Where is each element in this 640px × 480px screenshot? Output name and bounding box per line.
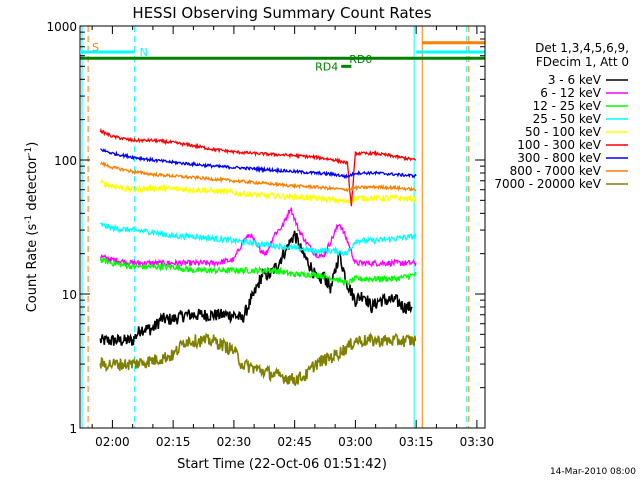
series-line-25-50-kev <box>100 222 417 257</box>
series-line-800-7000-kev <box>100 161 417 193</box>
series-line-50-100-kev <box>99 178 417 205</box>
x-tick-label: 03:00 <box>338 435 373 449</box>
marker-label-s: S <box>92 41 99 54</box>
x-tick-label: 02:00 <box>95 435 130 449</box>
series-line-100-300-kev <box>99 127 417 207</box>
legend: Det 1,3,4,5,6,9, FDecim 1, Att 0 3 - 6 k… <box>494 41 629 191</box>
legend-label-3-6-kev: 3 - 6 keV <box>548 73 602 87</box>
x-tick-label: 03:15 <box>399 435 434 449</box>
legend-label-100-300-kev: 100 - 300 keV <box>517 138 601 152</box>
chart-title: HESSI Observing Summary Count Rates <box>132 4 431 22</box>
y-axis-label: Count Rate (s-1 detector-1) <box>24 142 40 313</box>
legend-label-7000-20000-kev: 7000 - 20000 keV <box>494 177 601 191</box>
plot-frame <box>79 25 486 429</box>
series-line-7000-20000-kev <box>99 332 417 387</box>
x-tick-label: 02:15 <box>156 435 191 449</box>
legend-label-25-50-kev: 25 - 50 keV <box>533 112 602 126</box>
marker-label-rd4: RD4 <box>315 60 338 73</box>
series-line-300-800-kev <box>100 148 417 180</box>
marker-label-rd0: RD0 <box>349 53 372 66</box>
x-axis-label: Start Time (22-Oct-06 01:51:42) <box>177 457 387 472</box>
legend-label-50-100-kev: 50 - 100 keV <box>525 125 602 139</box>
y-tick-label: 1 <box>69 422 77 436</box>
series-line-3-6-kev <box>99 230 413 347</box>
legend-label-12-25-kev: 12 - 25 keV <box>533 99 602 113</box>
legend-label-300-800-kev: 300 - 800 keV <box>517 151 601 165</box>
legend-label-6-12-kev: 6 - 12 keV <box>540 86 602 100</box>
footer-date: 14-Mar-2010 08:00 <box>550 467 636 477</box>
x-tick-label: 02:30 <box>217 435 252 449</box>
legend-label-800-7000-kev: 800 - 7000 keV <box>510 164 602 178</box>
legend-header-line-1: Det 1,3,4,5,6,9, <box>535 41 629 55</box>
series-line-12-25-kev <box>99 257 417 287</box>
x-tick-label: 02:45 <box>277 435 312 449</box>
legend-header-line-2: FDecim 1, Att 0 <box>536 55 629 69</box>
y-tick-label: 1000 <box>46 20 77 34</box>
y-tick-label: 10 <box>62 288 77 302</box>
x-tick-label: 03:30 <box>460 435 495 449</box>
marker-label-n: N <box>140 46 148 59</box>
y-tick-label: 100 <box>54 154 77 168</box>
